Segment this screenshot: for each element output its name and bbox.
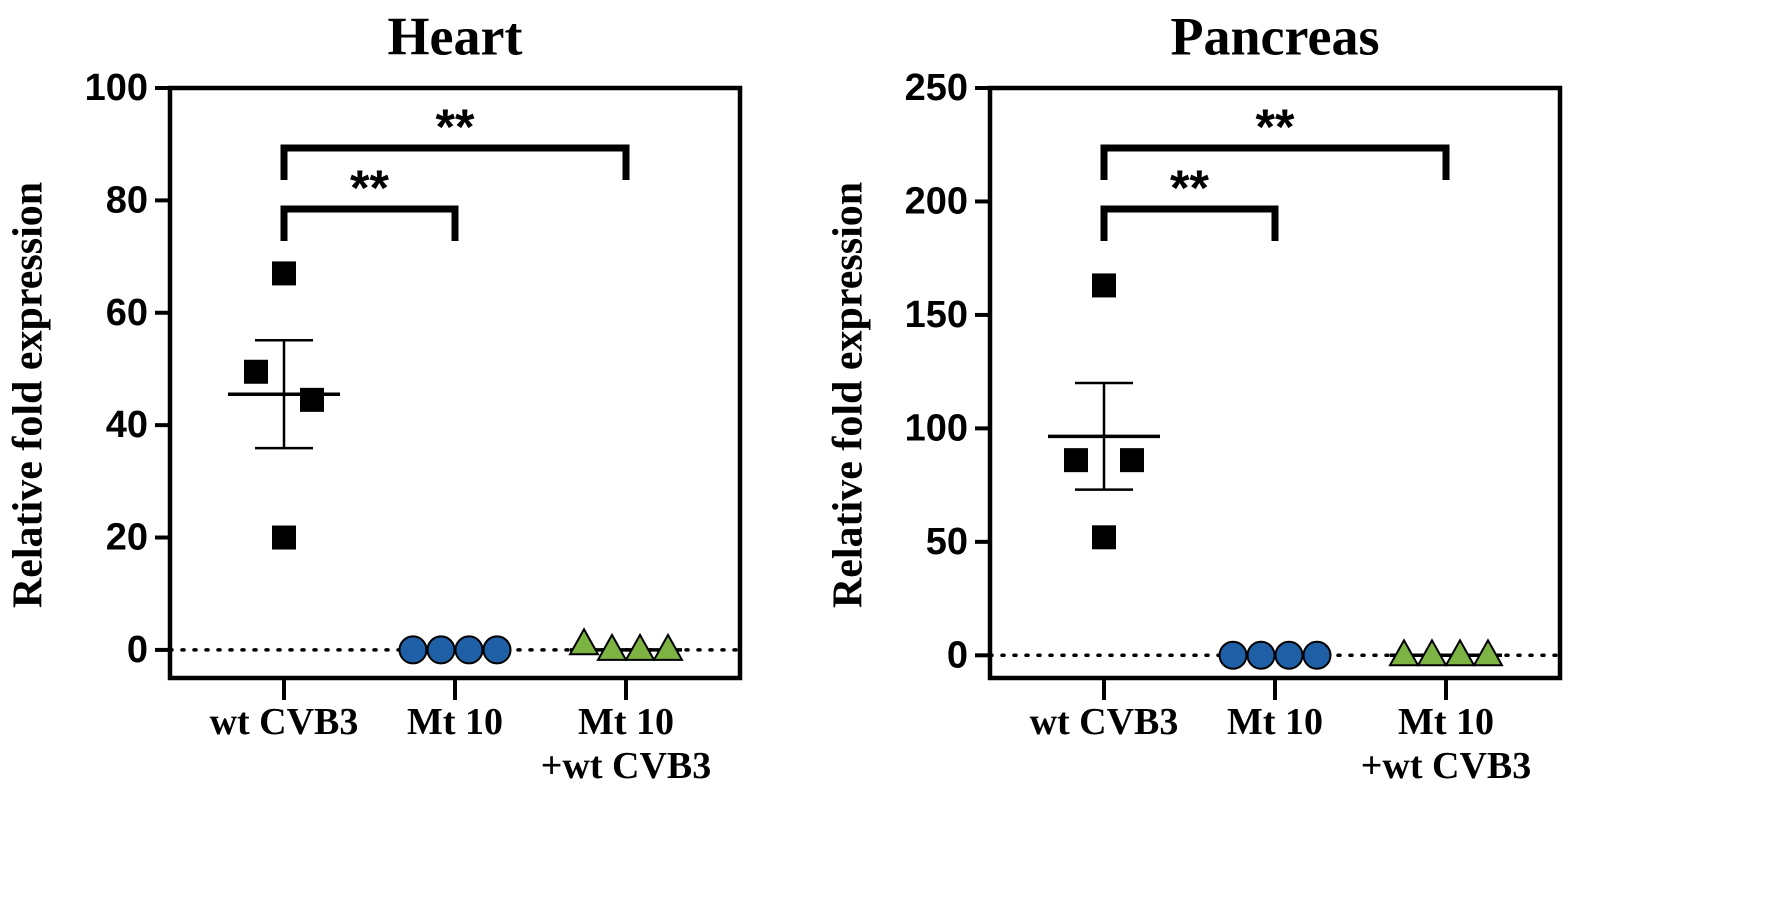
point — [482, 635, 512, 665]
y-tick-label: 60 — [106, 292, 148, 334]
point — [1416, 638, 1448, 667]
x-tick-label: Mt 10 +wt CVB3 — [540, 701, 712, 787]
y-tick-label: 100 — [85, 67, 148, 109]
point — [1092, 525, 1116, 550]
y-tick-label: 0 — [127, 629, 148, 671]
point — [1302, 640, 1332, 670]
significance-bracket — [1100, 205, 1279, 241]
point — [272, 525, 296, 550]
point — [1092, 273, 1116, 298]
chart-title: Pancreas — [1171, 6, 1380, 66]
x-tick-label: wt CVB3 — [1029, 701, 1179, 743]
significance-label: ** — [436, 99, 475, 155]
y-tick-label: 250 — [905, 67, 968, 109]
x-tick-label: wt CVB3 — [209, 701, 359, 743]
point — [1444, 638, 1476, 667]
y-tick-label: 40 — [106, 404, 148, 446]
point — [1274, 640, 1304, 670]
y-axis-label: Relative fold expression — [6, 182, 52, 608]
significance-label: ** — [350, 160, 389, 216]
point — [300, 387, 324, 412]
point — [244, 359, 268, 384]
point — [1218, 640, 1248, 670]
y-tick-label: 100 — [905, 407, 968, 449]
point — [1120, 448, 1144, 473]
y-tick-label: 80 — [106, 179, 148, 221]
significance-bracket — [280, 144, 630, 180]
y-tick-label: 20 — [106, 517, 148, 559]
point — [1064, 448, 1088, 473]
significance-bracket — [1100, 144, 1450, 180]
y-tick-label: 200 — [905, 180, 968, 222]
significance-bracket — [280, 205, 459, 241]
x-tick-label: Mt 10 +wt CVB3 — [1360, 701, 1532, 787]
x-tick-label: Mt 10 — [1226, 701, 1324, 743]
point — [426, 635, 456, 665]
significance-label: ** — [1170, 160, 1209, 216]
chart-title: Heart — [388, 6, 523, 66]
point — [1246, 640, 1276, 670]
point — [624, 632, 656, 661]
point — [652, 632, 684, 661]
y-tick-label: 150 — [905, 294, 968, 336]
point — [454, 635, 484, 665]
point — [1388, 638, 1420, 667]
point — [1472, 638, 1504, 667]
significance-label: ** — [1256, 99, 1295, 155]
point — [398, 635, 428, 665]
x-tick-label: Mt 10 — [406, 701, 504, 743]
y-tick-label: 50 — [926, 521, 968, 563]
y-tick-label: 0 — [947, 634, 968, 676]
point — [568, 627, 600, 656]
point — [596, 632, 628, 661]
y-axis-label: Relative fold expression — [826, 182, 872, 608]
point — [272, 261, 296, 286]
